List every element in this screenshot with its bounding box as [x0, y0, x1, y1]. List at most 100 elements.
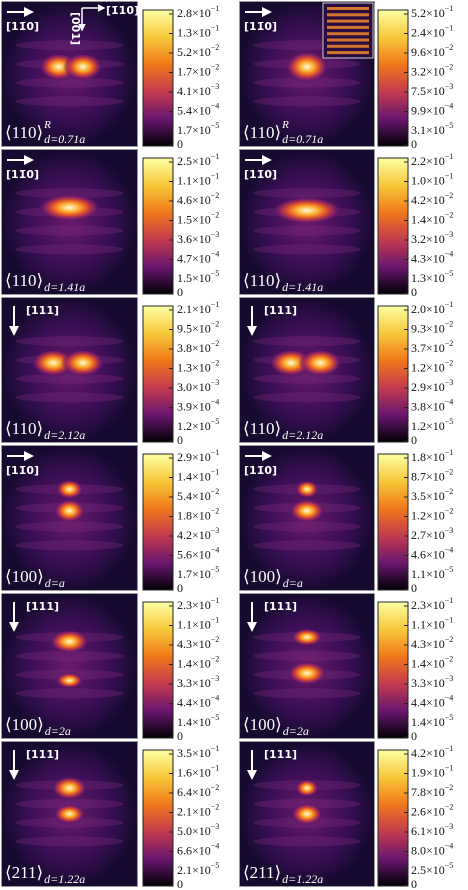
colorbar-tick-label: 2.7×10−3	[411, 526, 453, 542]
colorbar-tick-label: 1.3×10−1	[177, 23, 219, 39]
colorbar-tick-label: 1.5×10−2	[177, 210, 219, 226]
heatmap-peak	[63, 52, 103, 81]
colorbar-tick-label: 1.1×10−1	[177, 615, 219, 631]
colorbar-tick-label: 2.9×10−3	[411, 378, 453, 394]
inset-stripe	[327, 38, 369, 42]
tick-exponent: −4	[445, 249, 454, 258]
heatmap-band	[15, 188, 124, 199]
inset-stripe	[327, 19, 369, 23]
colorbar-tick-label: 2.5×10−5	[411, 861, 453, 877]
heatmap-peak	[271, 196, 343, 225]
tick-base: 2.4×10	[411, 25, 445, 39]
colorbar-tick-label: 9.6×10−2	[411, 43, 453, 59]
tick-exponent: −1	[211, 171, 220, 180]
tick-exponent: −5	[445, 269, 454, 278]
direction-label: [11̄0]	[244, 168, 277, 181]
panel: 2.3×10−11.1×10−14.3×10−21.4×10−23.3×10−3…	[239, 593, 453, 743]
colorbar-tick-label: 2.8×10−1	[177, 4, 219, 20]
colorbar	[377, 601, 409, 739]
tick-base: 5.2×10	[411, 6, 445, 20]
colorbar	[377, 305, 409, 443]
colorbar-tick-label: 2.0×10−1	[411, 300, 453, 316]
direction-label: [11̄0]	[244, 464, 277, 477]
tick-base: 0	[411, 137, 417, 151]
tick-exponent: −3	[445, 378, 454, 387]
tick-base: 5.6×10	[177, 547, 211, 561]
tick-exponent: −2	[211, 802, 220, 811]
tick-exponent: −2	[211, 487, 220, 496]
colorbar-tick-label: 5.4×10−4	[177, 101, 219, 117]
colorbar-tick-label: 6.6×10−4	[177, 841, 219, 857]
tick-exponent: −2	[445, 339, 454, 348]
tick-base: 9.3×10	[411, 321, 445, 335]
colorbar-tick-label: 1.1×10−1	[177, 171, 219, 187]
tick-exponent: −2	[445, 191, 454, 200]
tick-exponent: −4	[211, 101, 220, 110]
colorbar	[142, 453, 174, 591]
tick-exponent: −1	[445, 744, 454, 753]
colorbar-tick-label: 1.2×10−2	[411, 506, 453, 522]
colorbar-tick-label: 1.7×10−2	[177, 62, 219, 78]
tick-exponent: −2	[211, 319, 220, 328]
tick-base: 1.4×10	[411, 212, 445, 226]
heatmap-peak	[287, 661, 327, 686]
tick-base: 1.2×10	[411, 508, 445, 522]
heatmap-band	[253, 392, 361, 403]
colorbar-tick-label: 1.3×10−5	[411, 269, 453, 285]
tick-base: 5.2×10	[177, 45, 211, 59]
tick-base: 9.9×10	[411, 103, 445, 117]
tick-base: 1.7×10	[177, 123, 211, 137]
panel-label-sub: d=1.22a	[44, 872, 85, 886]
tick-exponent: −4	[445, 841, 454, 850]
heatmap-peak	[289, 498, 325, 523]
colorbar-tick-label: 1.4×10−5	[177, 713, 219, 729]
colorbar-tick-label: 0	[411, 285, 417, 299]
tick-exponent: −1	[445, 763, 454, 772]
colorbar-tick-label: 7.8×10−2	[411, 783, 453, 799]
direction-label: [111]	[264, 304, 297, 317]
tick-exponent: −2	[445, 358, 454, 367]
colorbar-tick-label: 5.4×10−2	[177, 487, 219, 503]
colorbar-tick-label: 3.3×10−3	[177, 674, 219, 690]
tick-exponent: −3	[211, 674, 220, 683]
tick-exponent: −5	[445, 565, 454, 574]
colorbar	[142, 157, 174, 295]
tick-base: 1.3×10	[177, 25, 211, 39]
direction-label: [11̄0]	[6, 464, 39, 477]
direction-label: [111]	[26, 600, 59, 613]
heatmap-band	[15, 521, 124, 532]
heatmap-band	[253, 521, 361, 532]
colorbar-tick-label: 3.0×10−3	[177, 378, 219, 394]
tick-exponent: −2	[445, 319, 454, 328]
heatmap-band	[253, 650, 361, 661]
tick-base: 1.4×10	[177, 469, 211, 483]
panel: 5.2×10−12.4×10−19.6×10−23.2×10−27.5×10−3…	[239, 1, 453, 151]
tick-exponent: −1	[445, 4, 454, 13]
panel-label: ⟨110⟩	[243, 419, 281, 438]
colorbar-tick-label: 1.4×10−2	[177, 654, 219, 670]
panel-label-sup: R	[43, 119, 51, 131]
tick-base: 1.9×10	[411, 765, 445, 779]
tick-exponent: −1	[445, 23, 454, 32]
tick-base: 4.7×10	[177, 251, 211, 265]
tick-base: 2.9×10	[411, 380, 445, 394]
tick-exponent: −4	[211, 545, 220, 554]
panel-label-sub: d=2.12a	[44, 428, 85, 442]
colorbar-tick-label: 1.8×10−1	[411, 448, 453, 464]
tick-base: 1.0×10	[411, 173, 445, 187]
colorbar-tick-label: 2.6×10−2	[411, 802, 453, 818]
tick-base: 4.3×10	[411, 251, 445, 265]
tick-base: 1.2×10	[411, 360, 445, 374]
tick-base: 3.5×10	[411, 489, 445, 503]
panel-label-sup: R	[281, 119, 289, 131]
tick-base: 0	[177, 729, 183, 743]
panel: 3.5×10−11.6×10−16.4×10−22.1×10−25.0×10−3…	[1, 741, 219, 890]
tick-base: 2.1×10	[177, 863, 211, 877]
inset	[322, 2, 374, 59]
direction-label: [111]	[26, 304, 59, 317]
heatmap-band	[253, 688, 361, 699]
tick-exponent: −2	[211, 191, 220, 200]
colorbar-tick-label: 5.6×10−4	[177, 545, 219, 561]
colorbar-tick-label: 1.8×10−2	[177, 506, 219, 522]
heatmap-band	[253, 836, 361, 847]
